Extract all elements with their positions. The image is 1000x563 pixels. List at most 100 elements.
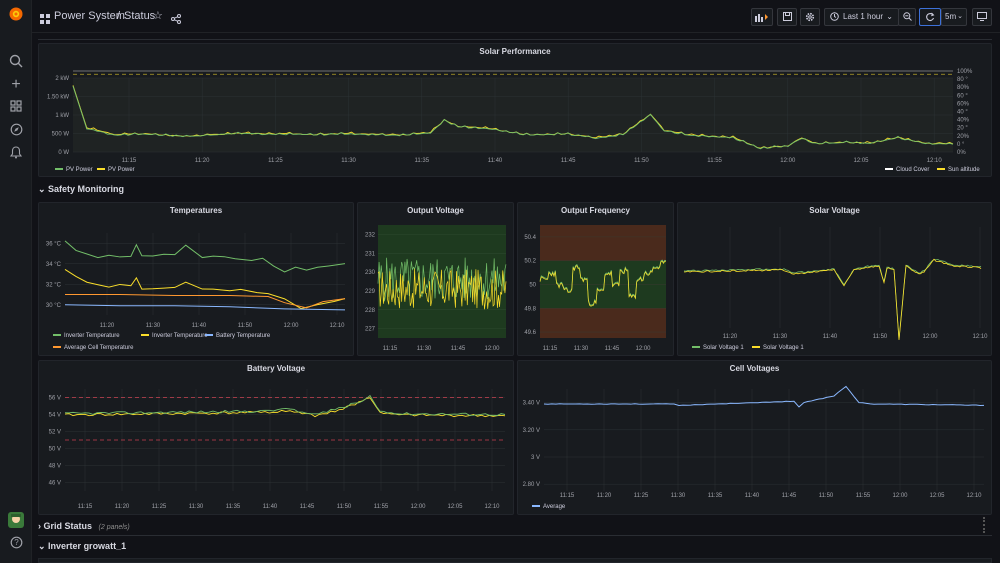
share-icon[interactable] — [171, 11, 181, 29]
tv-mode-icon[interactable] — [972, 8, 992, 26]
y-tick-label: 46 V — [49, 481, 61, 487]
y-tick-label: 227 — [365, 327, 376, 333]
row-panel-count: (2 panels) — [98, 524, 130, 531]
x-tick-label: 11:25 — [152, 504, 167, 510]
explore-compass-icon[interactable] — [8, 123, 24, 139]
x-tick-label: 11:40 — [263, 504, 278, 510]
chevron-down-icon: ⌄ — [38, 541, 49, 551]
x-tick-label: 11:15 — [122, 158, 137, 164]
legend-color-swatch — [885, 168, 893, 170]
panel-battery-voltage[interactable]: Battery Voltage 56 V 54 V 52 V 50 V 48 V 46 V… — [38, 360, 514, 515]
legend-color-swatch — [937, 168, 945, 170]
y-tick-label: 49.8 — [524, 306, 536, 312]
legend-color-swatch — [205, 334, 213, 336]
battery-voltage-chart: 56 V 54 V 52 V 50 V 48 V 46 V 11:15 11:20 11:25 1… — [49, 389, 506, 510]
breadcrumb-folder[interactable]: Power System — [54, 10, 125, 22]
y-tick-label: 50.4 — [524, 235, 536, 241]
series-line — [64, 304, 346, 311]
x-tick-label: 11:45 — [605, 346, 620, 352]
x-tick-label: 11:40 — [192, 323, 207, 329]
series-line — [683, 258, 982, 340]
clock-icon — [830, 12, 839, 21]
settings-gear-icon[interactable] — [800, 8, 820, 26]
y-tick-label: 1.50 kW — [47, 95, 69, 101]
solar-performance-chart: 2 kW 1.50 kW 1 kW 500 W 0 W 100% 80 ° 80% 60 ° 60… — [47, 69, 980, 173]
zoom-out-icon[interactable] — [898, 8, 916, 26]
y-tick-label: 48 V — [49, 464, 61, 470]
x-tick-label: 11:30 — [671, 493, 686, 499]
x-tick-label: 11:45 — [451, 346, 466, 352]
x-tick-label: 11:35 — [708, 493, 723, 499]
panel-title: Battery Voltage — [246, 364, 306, 373]
y-tick-label: 2.80 V — [523, 482, 540, 488]
y-tick-label: 1 kW — [55, 113, 69, 119]
time-range-picker[interactable]: Last 1 hour ⌄ — [824, 8, 899, 26]
panel-solar-voltage[interactable]: Solar Voltage 11:20 11:30 11:40 11:50 12:00 1… — [677, 202, 992, 356]
refresh-interval-label: 5m — [945, 12, 957, 21]
x-tick-label: 12:10 — [329, 323, 345, 329]
x-tick-label: 11:15 — [543, 346, 558, 352]
x-tick-label: 11:30 — [773, 334, 788, 340]
chevron-down-icon: ⌄ — [886, 12, 893, 21]
legend-label: PV Power — [108, 167, 135, 173]
legend-color-swatch — [532, 505, 540, 507]
y-tick-label: 50 — [529, 282, 536, 288]
y-right-tick-label: 20 ° — [957, 126, 968, 132]
legend-label: Sun altitude — [948, 167, 980, 173]
x-tick-label: 12:05 — [929, 493, 945, 499]
y-right-tick-label: 20% — [957, 134, 970, 140]
panel-output-voltage[interactable]: Output Voltage 232 231 230 229 228 227 11:15 11… — [357, 202, 514, 356]
y-right-tick-label: 80% — [957, 85, 970, 91]
x-tick-label: 12:00 — [283, 323, 299, 329]
row-divider — [38, 535, 992, 536]
plus-icon[interactable]: + — [11, 76, 21, 93]
x-tick-label: 11:30 — [417, 346, 432, 352]
chevron-down-icon: ⌄ — [38, 184, 49, 194]
legend-label: Inverter Temperature — [64, 333, 120, 339]
x-tick-label: 12:00 — [780, 158, 796, 164]
panel-cell-voltages[interactable]: Cell Voltages 3.40 V 3.20 V 3 V 2.80 V 11:15… — [517, 360, 992, 515]
search-icon[interactable] — [8, 54, 24, 70]
x-tick-label: 11:20 — [597, 493, 612, 499]
panel-title: Output Voltage — [407, 206, 464, 215]
series-line — [377, 268, 507, 310]
legend-color-swatch — [53, 334, 61, 336]
x-tick-label: 11:50 — [819, 493, 834, 499]
x-tick-label: 12:10 — [927, 158, 943, 164]
x-tick-label: 11:15 — [383, 346, 398, 352]
breadcrumb-dashboard[interactable]: Status — [124, 10, 156, 22]
dashboard-grid-icon — [40, 11, 50, 29]
x-tick-label: 11:20 — [100, 323, 115, 329]
refresh-icon — [926, 12, 935, 22]
refresh-interval-picker[interactable]: 5m ⌄ — [941, 8, 967, 26]
refresh-button[interactable] — [919, 8, 941, 26]
x-tick-label: 12:05 — [447, 504, 463, 510]
x-tick-label: 11:25 — [634, 493, 649, 499]
row-safety-monitoring[interactable]: ⌄ Safety Monitoring — [38, 184, 124, 195]
legend-label: Average — [543, 504, 566, 510]
help-icon[interactable]: ? — [8, 536, 24, 552]
row-grid-status[interactable]: › Grid Status (2 panels) — [38, 521, 130, 531]
x-tick-label: 11:50 — [238, 323, 253, 329]
row-drag-handle[interactable] — [983, 517, 991, 533]
y-right-tick-label: 60% — [957, 101, 970, 107]
panel-solar-performance[interactable]: Solar Performance 2 kW 1.50 kW 1 kW 500 W 0 … — [38, 43, 992, 177]
dashboards-icon[interactable] — [8, 100, 24, 116]
y-tick-label: 50 V — [49, 447, 61, 453]
add-panel-button[interactable] — [751, 8, 773, 26]
series-line — [64, 240, 346, 273]
x-tick-label: 11:55 — [856, 493, 871, 499]
y-tick-label: 36 °C — [46, 241, 62, 247]
alerting-bell-icon[interactable] — [8, 146, 24, 162]
save-dashboard-icon[interactable] — [777, 8, 797, 26]
x-tick-label: 11:40 — [745, 493, 760, 499]
x-tick-label: 12:00 — [484, 346, 500, 352]
panel-temperatures[interactable]: Temperatures 36 °C 34 °C 32 °C 30 °C 11:20 11… — [38, 202, 354, 356]
user-avatar-icon[interactable] — [8, 512, 24, 528]
y-right-tick-label: 40% — [957, 118, 970, 124]
grafana-logo-icon[interactable] — [8, 6, 24, 22]
x-tick-label: 11:15 — [560, 493, 575, 499]
panel-output-frequency[interactable]: Output Frequency 50.4 50.2 50 49.8 49.6 11:15… — [517, 202, 674, 356]
star-icon[interactable]: ☆ — [153, 10, 163, 22]
row-inverter[interactable]: ⌄ Inverter growatt_1 — [38, 541, 126, 552]
